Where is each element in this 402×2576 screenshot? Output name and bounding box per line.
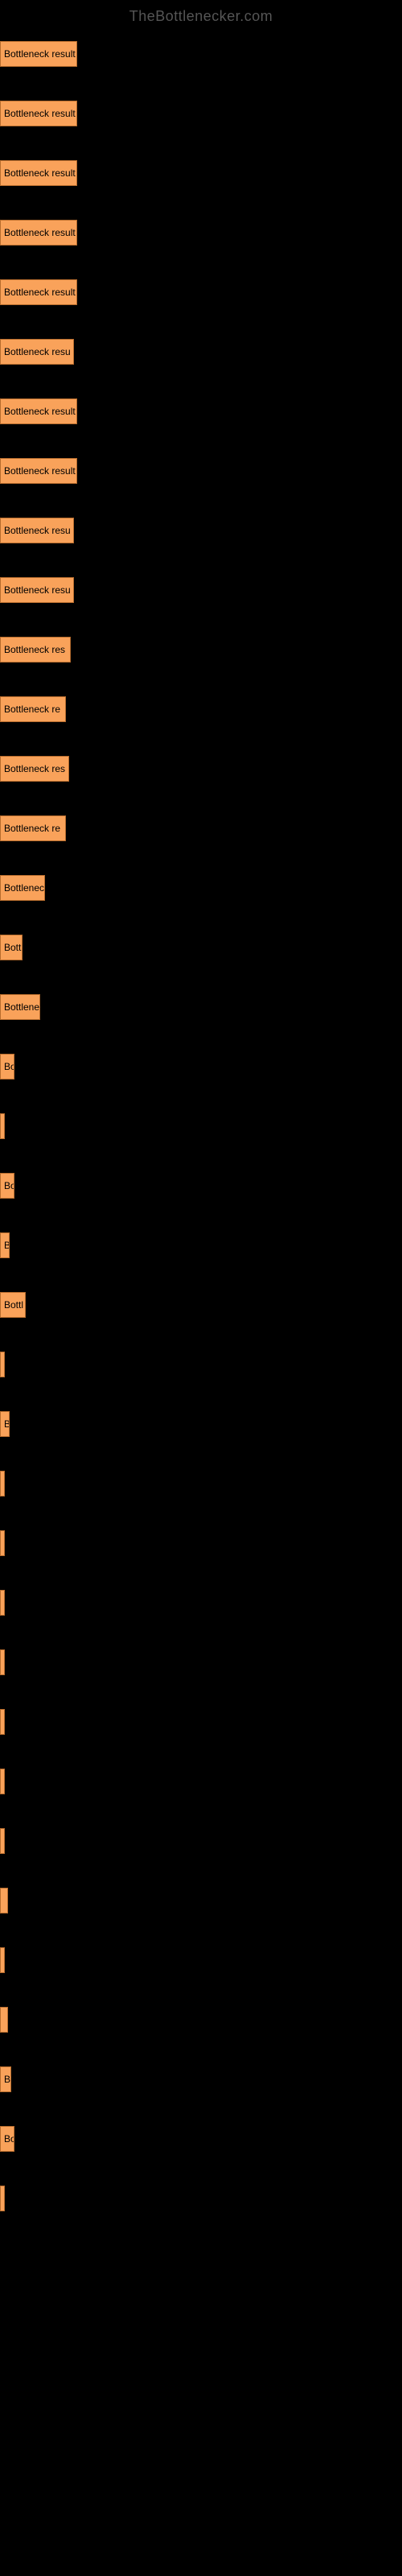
bar: Bo — [0, 1054, 14, 1080]
bar: Bottleneck result — [0, 398, 77, 424]
bar: Bo — [0, 1173, 14, 1199]
bar — [0, 1888, 8, 1913]
bar — [0, 1828, 5, 1854]
bar-row — [0, 1649, 402, 1675]
bar-row: Bottleneck resu — [0, 577, 402, 603]
bar: Bottleneck res — [0, 756, 69, 782]
bar: Bottleneck result — [0, 160, 77, 186]
bar: Bott — [0, 935, 23, 960]
bar-row: Bottleneck result — [0, 279, 402, 305]
bar-row — [0, 1590, 402, 1616]
bar-row: Bo — [0, 2126, 402, 2152]
bar-row — [0, 1530, 402, 1556]
bar-row: Bottleneck re — [0, 696, 402, 722]
bar-row: Bottlene — [0, 994, 402, 1020]
bar-row: Bottleneck resu — [0, 339, 402, 365]
bar: Bottleneck result — [0, 279, 77, 305]
bar — [0, 1471, 5, 1496]
bar-row: Bottleneck result — [0, 41, 402, 67]
bar-row: Bottlenec — [0, 875, 402, 901]
bar-row: Bo — [0, 1173, 402, 1199]
bar-row — [0, 1113, 402, 1139]
bar: Bottleneck resu — [0, 518, 74, 543]
bar-chart: Bottleneck result Bottleneck result Bottle… — [0, 33, 402, 2253]
bar: B — [0, 2066, 11, 2092]
bar-row — [0, 1352, 402, 1377]
bar-row: Bo — [0, 1054, 402, 1080]
bar: Bottleneck resu — [0, 339, 74, 365]
bar: Bottleneck result — [0, 101, 77, 126]
bar — [0, 1590, 5, 1616]
bar-row — [0, 1947, 402, 1973]
bar-row: Bottleneck result — [0, 398, 402, 424]
bar-row: Bottl — [0, 1292, 402, 1318]
bar-row: Bottleneck result — [0, 458, 402, 484]
bar-row: Bottleneck res — [0, 637, 402, 663]
bar-row — [0, 2186, 402, 2211]
bar: Bottleneck resu — [0, 577, 74, 603]
bar — [0, 1709, 5, 1735]
bar: Bottlenec — [0, 875, 45, 901]
bar — [0, 2186, 5, 2211]
bar — [0, 1649, 5, 1675]
bar: Bottleneck re — [0, 696, 66, 722]
bar-row: Bottleneck resu — [0, 518, 402, 543]
bar-row: Bottleneck re — [0, 815, 402, 841]
bar-row — [0, 1888, 402, 1913]
bar — [0, 1113, 5, 1139]
bar: Bottleneck result — [0, 458, 77, 484]
watermark-text: TheBottlenecker.com — [0, 0, 402, 33]
bar-row — [0, 1471, 402, 1496]
bar-row: Bottleneck res — [0, 756, 402, 782]
bar-row: Bott — [0, 935, 402, 960]
bar-row: Bottleneck result — [0, 160, 402, 186]
bar — [0, 1769, 5, 1794]
bar — [0, 2007, 8, 2033]
bar: B — [0, 1411, 10, 1437]
bar: Bottleneck result — [0, 41, 77, 67]
bar: Bottlene — [0, 994, 40, 1020]
bar: Bottleneck re — [0, 815, 66, 841]
bar: Bottleneck res — [0, 637, 71, 663]
bar: B — [0, 1232, 10, 1258]
bar: Bo — [0, 2126, 14, 2152]
bar-row: B — [0, 1232, 402, 1258]
bar-row: Bottleneck result — [0, 220, 402, 246]
bar-row — [0, 1709, 402, 1735]
bar — [0, 1530, 5, 1556]
bar-row: B — [0, 1411, 402, 1437]
bar-row — [0, 1828, 402, 1854]
bar — [0, 1352, 5, 1377]
bar: Bottl — [0, 1292, 26, 1318]
bar: Bottleneck result — [0, 220, 77, 246]
bar — [0, 1947, 5, 1973]
bar-row — [0, 1769, 402, 1794]
bar-row: Bottleneck result — [0, 101, 402, 126]
bar-row — [0, 2007, 402, 2033]
bar-row: B — [0, 2066, 402, 2092]
